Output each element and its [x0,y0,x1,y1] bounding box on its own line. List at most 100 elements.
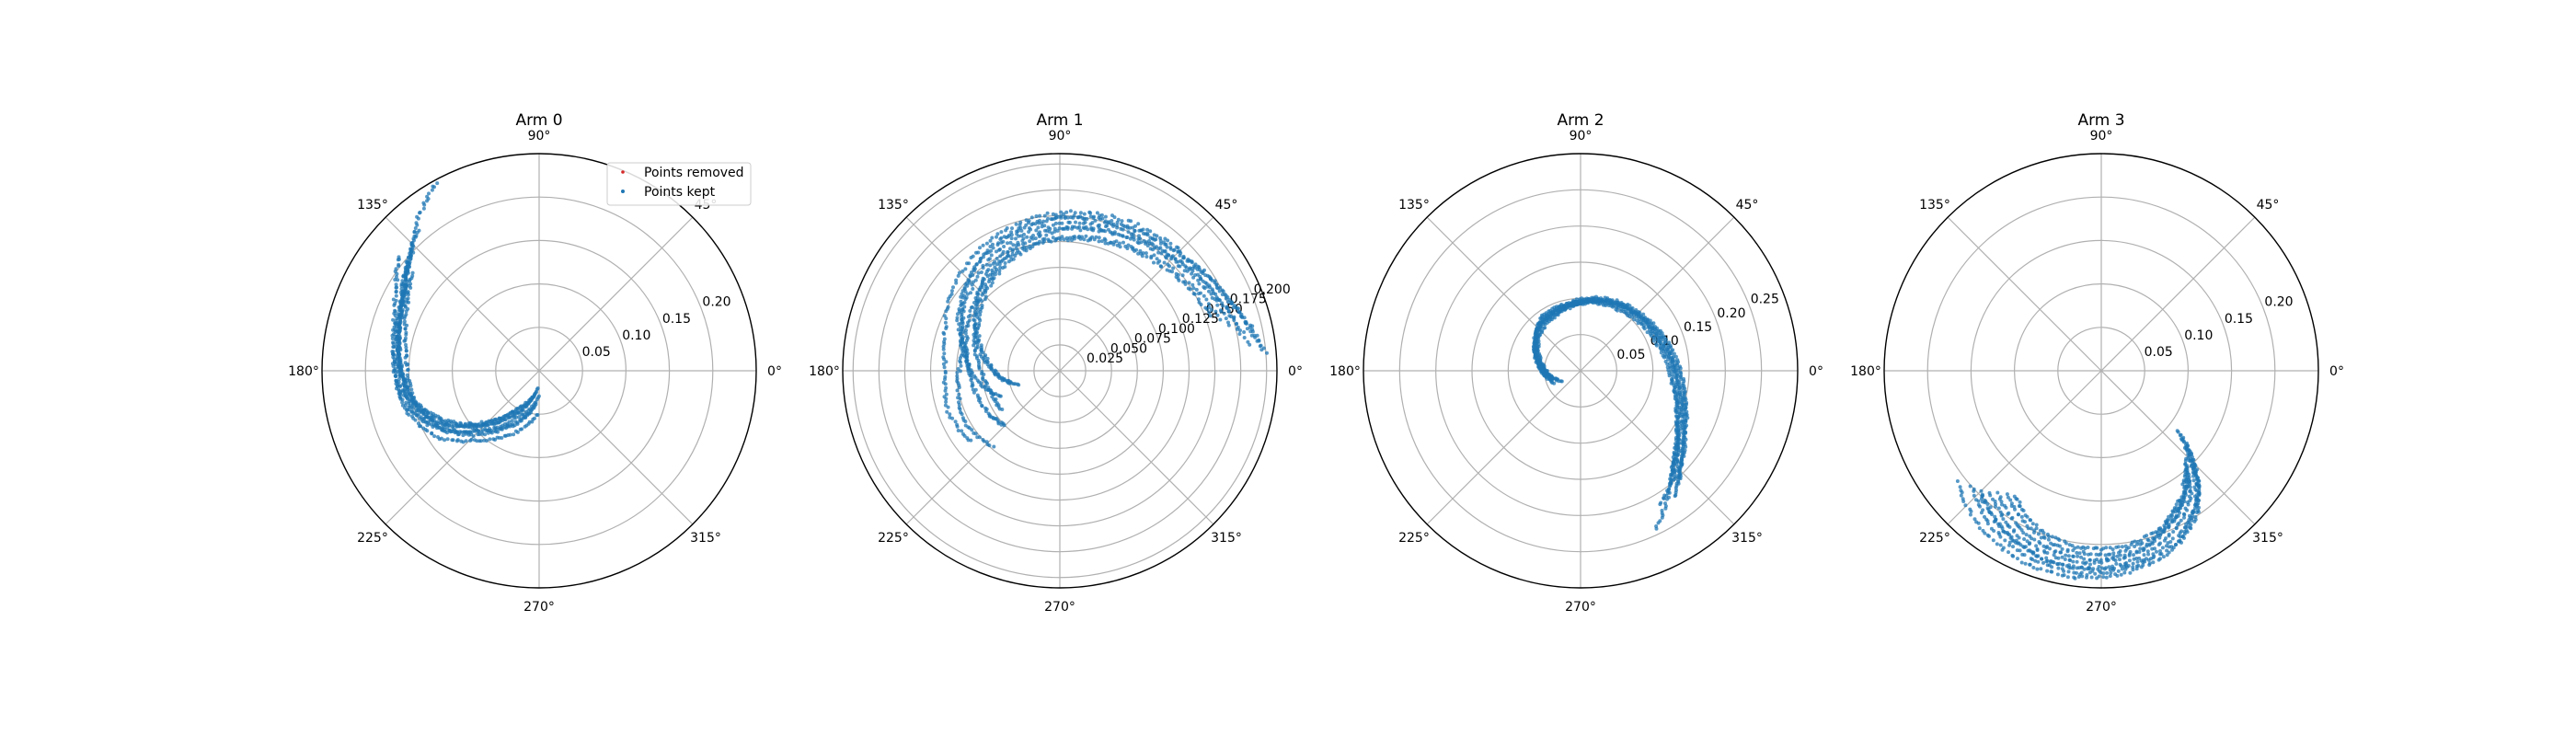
data-point [1138,236,1143,241]
data-point [395,357,399,362]
legend-label-removed: Points removed [644,166,744,180]
data-point [406,388,410,393]
data-point [2192,485,2197,489]
data-point [2075,559,2079,564]
data-point [408,282,413,286]
data-point [1196,297,1201,302]
data-point [2116,569,2121,573]
data-point [962,341,967,346]
data-point [466,432,471,437]
data-point [2023,520,2027,524]
data-point [1176,264,1180,269]
data-point [2170,536,2175,541]
polar-spine [321,153,757,589]
data-point [441,421,445,426]
data-point [1168,246,1173,249]
data-point [473,438,477,443]
data-point [955,371,960,374]
data-point [1056,214,1061,219]
data-point [2135,559,2140,564]
data-point [998,254,1003,259]
data-point [1682,454,1686,458]
data-point [1991,538,1995,543]
data-point [984,262,989,267]
data-point [1561,304,1566,308]
data-point [1116,217,1121,222]
data-point [972,349,977,353]
data-point [2029,526,2033,531]
data-point [964,328,968,333]
data-point [957,270,961,275]
data-point [1000,258,1005,262]
data-point [2031,550,2036,555]
data-point [942,341,947,346]
data-point [1958,485,1962,489]
data-point [1186,286,1190,291]
data-point [998,265,1003,270]
data-point [943,382,948,386]
data-point [479,420,484,424]
data-point [482,423,487,428]
angular-gridline [1947,370,2102,525]
data-point [1072,213,1076,218]
data-point [2016,557,2019,561]
data-point [2099,560,2104,565]
polar-panel-arm-0: Arm 0 0°45°90°135°180°225°270°315°0.050.… [288,111,782,615]
data-point [1995,542,1999,546]
angle-tick-label: 315° [1211,531,1242,546]
data-point [1574,297,1579,302]
data-point [2084,560,2088,565]
data-point [1543,316,1547,320]
data-point [1162,260,1167,265]
data-point [2118,558,2122,562]
radial-tick-label: 0.20 [702,295,730,310]
data-point [2035,567,2040,571]
data-point [1660,509,1664,512]
data-point [981,243,985,247]
data-point [1242,330,1247,334]
data-point [948,412,952,417]
data-point [2038,541,2042,546]
data-point [2182,532,2187,536]
data-point [2022,537,2027,541]
data-point [397,319,402,324]
data-point [985,248,990,253]
data-point [2183,462,2188,466]
data-point [1036,241,1041,246]
data-point [1685,409,1689,414]
data-point [2046,537,2051,542]
data-point [2050,569,2054,574]
data-point [1549,317,1554,322]
data-point [1110,213,1114,218]
data-point [1126,218,1131,223]
radial-tick-label: 0.20 [1717,306,1745,321]
data-point [1680,389,1684,394]
data-point [2029,518,2033,523]
data-point [2111,551,2116,556]
data-point [989,253,994,258]
data-point [1120,219,1124,224]
data-point [1235,327,1239,331]
data-point [1064,210,1069,214]
data-point [2023,561,2028,566]
data-point [1057,221,1062,225]
angular-gridline [538,216,694,372]
data-point [2184,456,2189,461]
data-point [1226,323,1231,328]
polar-spine [1883,153,2319,589]
data-point [1654,333,1659,338]
data-point [2030,522,2035,526]
data-point [1115,220,1120,224]
data-point [975,292,980,296]
data-point [2071,554,2076,558]
data-point [981,351,985,355]
data-point [943,388,948,393]
data-point [407,405,411,409]
data-point [1126,243,1131,247]
data-point [1676,415,1681,420]
data-point [398,299,403,304]
data-point [1034,214,1039,218]
data-point [1066,220,1071,224]
angle-tick-label: 90° [1570,129,1593,144]
data-point [2162,528,2167,533]
